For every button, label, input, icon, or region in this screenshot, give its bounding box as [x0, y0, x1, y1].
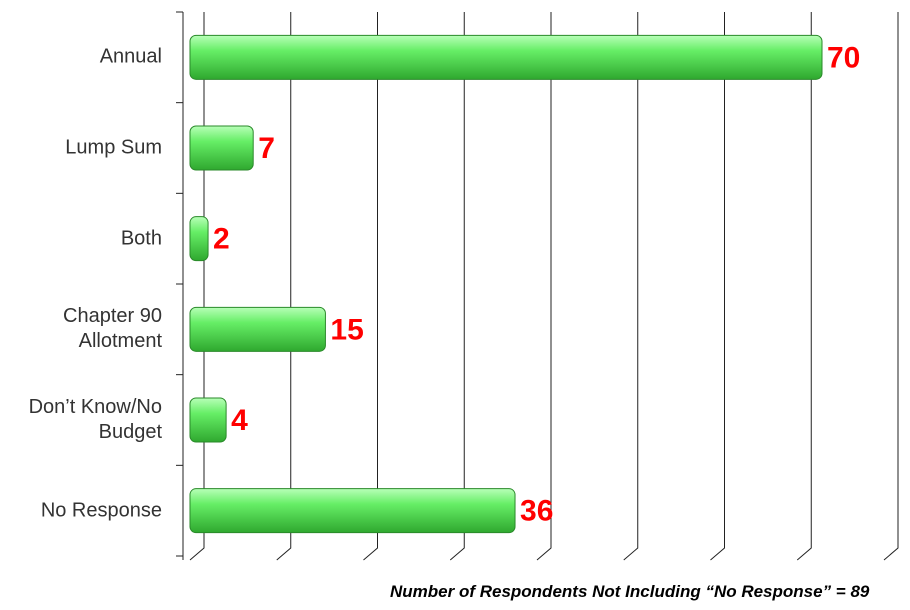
category-label: Lump Sum [65, 136, 162, 159]
bar [189, 397, 227, 443]
grid-line [883, 12, 899, 561]
category-label: Chapter 90 Allotment [63, 305, 162, 353]
category-label: No Response [40, 499, 162, 522]
value-label: 2 [213, 223, 230, 256]
bar [189, 216, 209, 262]
grid-line [623, 12, 639, 561]
bar [189, 488, 516, 534]
category-label: Both [120, 227, 162, 250]
footnote: Number of Respondents Not Including “No … [390, 582, 870, 601]
grid-line [449, 12, 465, 561]
bar [189, 306, 326, 352]
value-label: 36 [520, 495, 553, 528]
bar [189, 34, 823, 80]
bar [189, 125, 254, 171]
value-label: 70 [827, 41, 860, 74]
value-label: 7 [258, 132, 275, 165]
grid-line [189, 12, 205, 561]
grid-line [796, 12, 812, 561]
grid-line [710, 12, 725, 561]
grid-line [536, 12, 552, 561]
value-label: 15 [330, 313, 363, 346]
grid-line [276, 12, 292, 561]
category-label: Don’t Know/No Budget [28, 396, 162, 443]
category-label: Annual [99, 45, 162, 68]
grid-line [363, 12, 378, 561]
value-label: 4 [231, 404, 248, 437]
